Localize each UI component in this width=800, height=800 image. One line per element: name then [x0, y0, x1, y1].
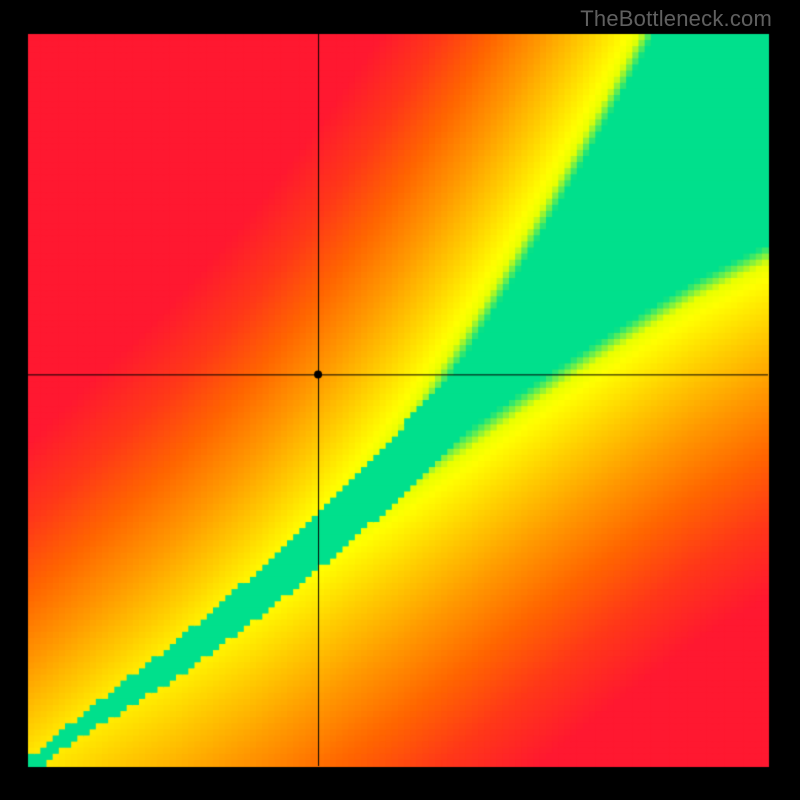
bottleneck-heatmap: [0, 0, 800, 800]
watermark-text: TheBottleneck.com: [580, 6, 772, 32]
